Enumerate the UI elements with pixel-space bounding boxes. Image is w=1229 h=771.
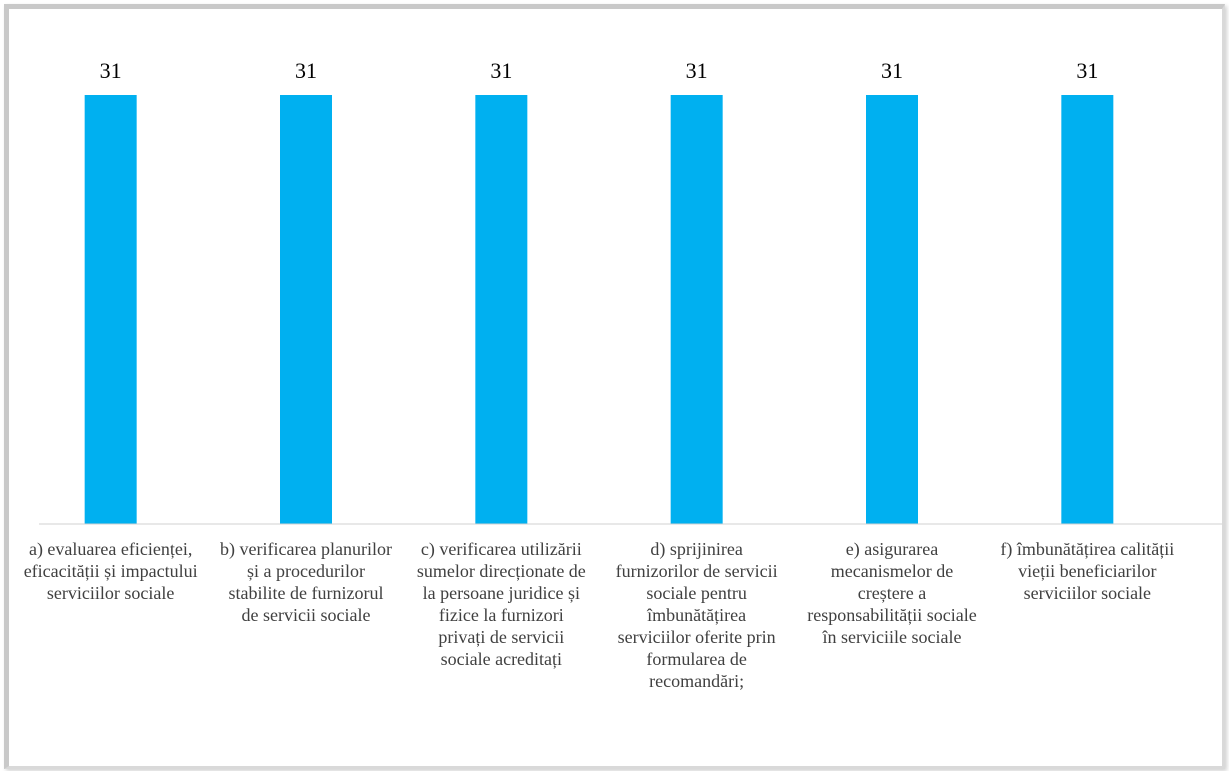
category-label-2: c) verificarea utilizării sumelor direcț… xyxy=(416,539,586,669)
bar-3 xyxy=(670,95,723,524)
value-label-4: 31 xyxy=(881,58,903,83)
category-label-1: b) verificarea planurilor și a proceduri… xyxy=(220,539,392,625)
category-label-4: e) asigurarea mecanismelor de creștere a… xyxy=(807,539,977,647)
category-label-0: a) evaluarea eficienței, eficacității și… xyxy=(23,539,198,603)
bar-0 xyxy=(84,95,137,524)
bar-1 xyxy=(280,95,332,524)
bars-group xyxy=(84,95,1114,524)
value-label-0: 31 xyxy=(100,58,122,83)
bar-2 xyxy=(475,95,528,524)
bar-chart: 31 31 31 31 31 31 xyxy=(39,58,1222,525)
category-label-3: d) sprijinirea furnizorilor de servicii … xyxy=(615,539,778,691)
value-labels-group: 31 31 31 31 31 31 xyxy=(100,58,1099,83)
bar-5 xyxy=(1061,95,1114,524)
bar-4 xyxy=(866,95,918,524)
value-label-5: 31 xyxy=(1076,58,1098,83)
value-label-2: 31 xyxy=(490,58,512,83)
value-label-1: 31 xyxy=(295,58,317,83)
chart-frame: 31 31 31 31 31 31 a) evaluarea eficienței, ef… xyxy=(4,4,1225,769)
value-label-3: 31 xyxy=(686,58,708,83)
category-label-5: f) îmbunătățirea calității vieții benefi… xyxy=(1000,539,1175,603)
